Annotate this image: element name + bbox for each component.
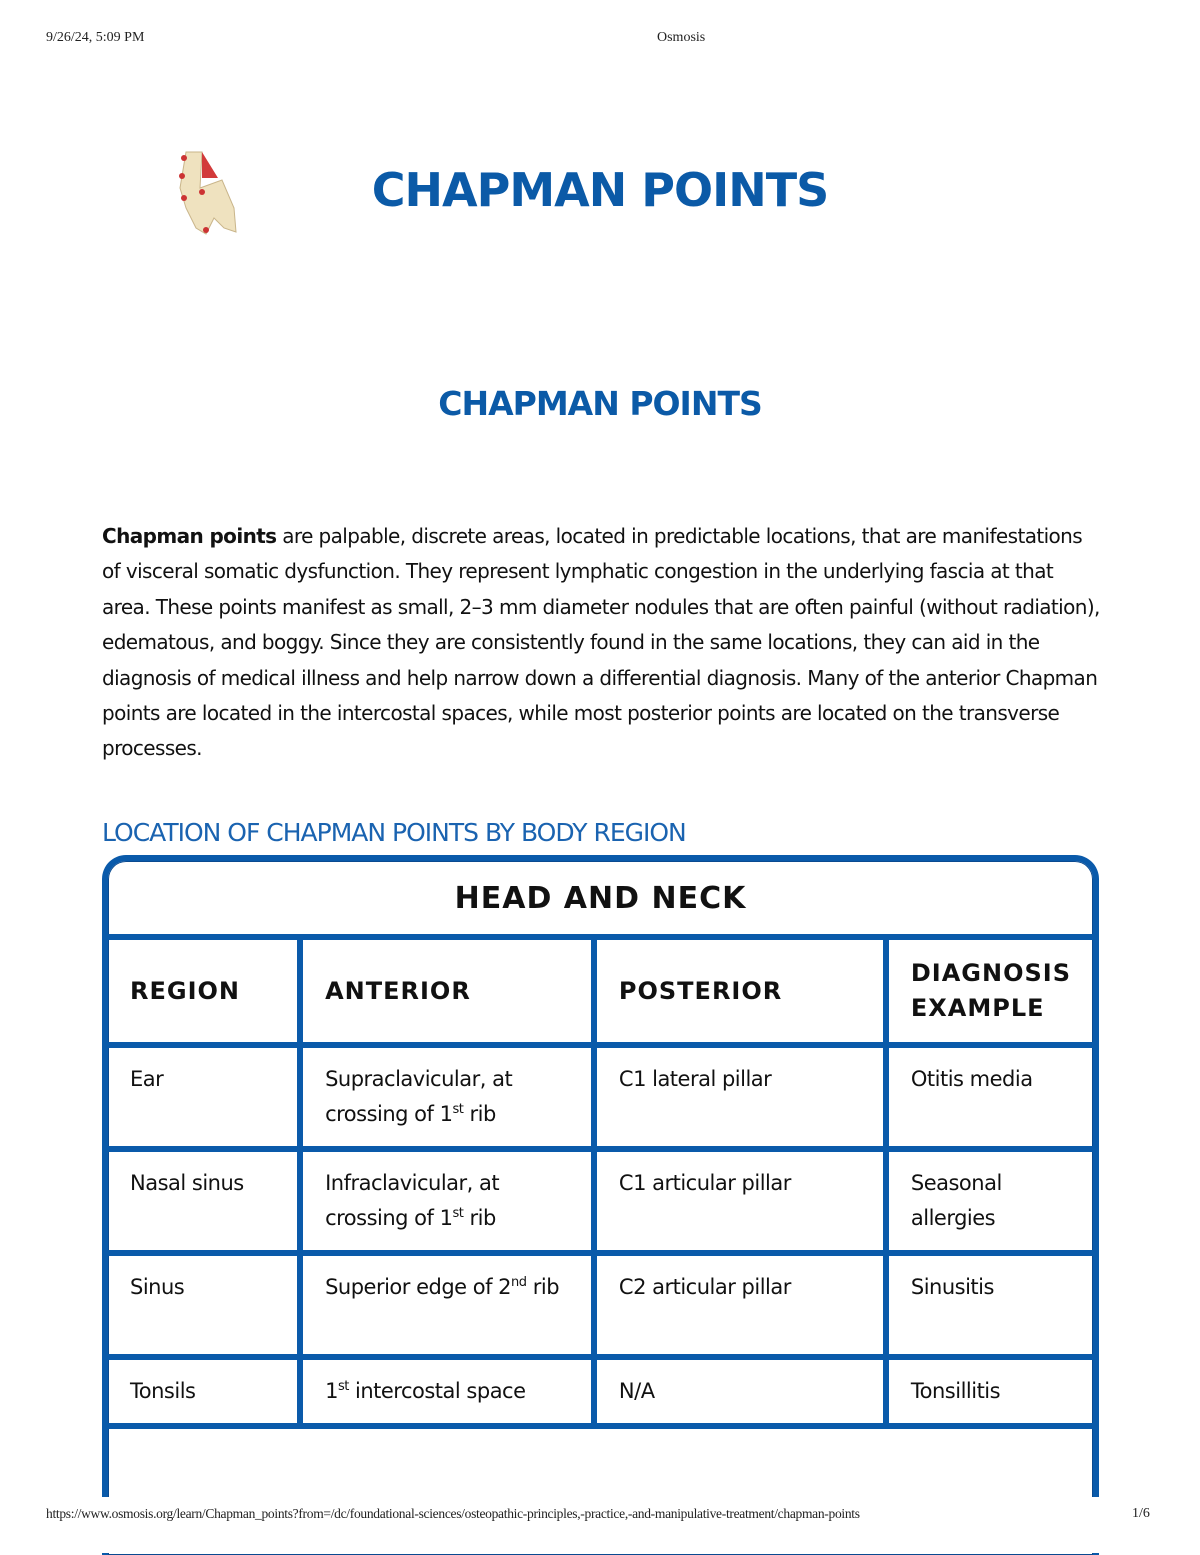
table-section-heading: LOCATION OF CHAPMAN POINTS BY BODY REGIO… — [102, 818, 687, 847]
print-site-title: Osmosis — [657, 30, 706, 45]
table-frame — [102, 855, 1099, 1555]
section-title: CHAPMAN POINTS — [438, 384, 762, 423]
column-header: REGION — [108, 934, 304, 1048]
cell-anterior: Superior edge of 2nd rib — [297, 1250, 597, 1360]
intro-term: Chapman points — [102, 524, 277, 548]
table-row: Sinus Superior edge of 2nd rib C2 articu… — [108, 1250, 1093, 1360]
table-row: Nasal sinus Infraclavicular, at crossing… — [108, 1146, 1093, 1256]
cell-anterior: Supraclavicular, at crossing of 1st rib — [297, 1042, 597, 1152]
cell-diagnosis: Tonsillitis — [882, 1354, 1093, 1429]
cell-diagnosis: Sinusitis — [882, 1250, 1093, 1360]
cell-posterior: C1 lateral pillar — [590, 1042, 889, 1152]
column-header: ANTERIOR — [297, 934, 597, 1048]
intro-paragraph: Chapman points are palpable, discrete ar… — [102, 519, 1102, 767]
cell-region: Sinus — [108, 1250, 304, 1360]
column-header: DIAGNOSIS EXAMPLE — [882, 934, 1093, 1048]
cell-posterior: N/A — [590, 1354, 889, 1429]
cell-anterior: 1st intercostal space — [297, 1354, 597, 1429]
page-title: CHAPMAN POINTS — [371, 163, 829, 217]
print-page-number: 1/6 — [1132, 1506, 1150, 1521]
table-row: Ear Supraclavicular, at crossing of 1st … — [108, 1042, 1093, 1152]
cell-anterior: Infraclavicular, at crossing of 1st rib — [297, 1146, 597, 1256]
cell-posterior: C2 articular pillar — [590, 1250, 889, 1360]
cell-diagnosis: Otitis media — [882, 1042, 1093, 1152]
table-row: Tonsils 1st intercostal space N/A Tonsil… — [108, 1354, 1093, 1429]
cell-region: Ear — [108, 1042, 304, 1152]
print-datetime: 9/26/24, 5:09 PM — [46, 30, 145, 45]
column-header: POSTERIOR — [590, 934, 889, 1048]
cell-posterior: C1 articular pillar — [590, 1146, 889, 1256]
table-caption: HEAD AND NECK — [108, 862, 1093, 940]
intro-text: are palpable, discrete areas, located in… — [102, 524, 1100, 761]
chapman-table: HEAD AND NECK REGION ANTERIOR POSTERIOR … — [108, 862, 1093, 1429]
cell-region: Tonsils — [108, 1354, 304, 1429]
cell-region: Nasal sinus — [108, 1146, 304, 1256]
cell-diagnosis: Seasonal allergies — [882, 1146, 1093, 1256]
pelvis-logo-icon — [179, 151, 237, 235]
print-footer-url: https://www.osmosis.org/learn/Chapman_po… — [46, 1506, 860, 1521]
